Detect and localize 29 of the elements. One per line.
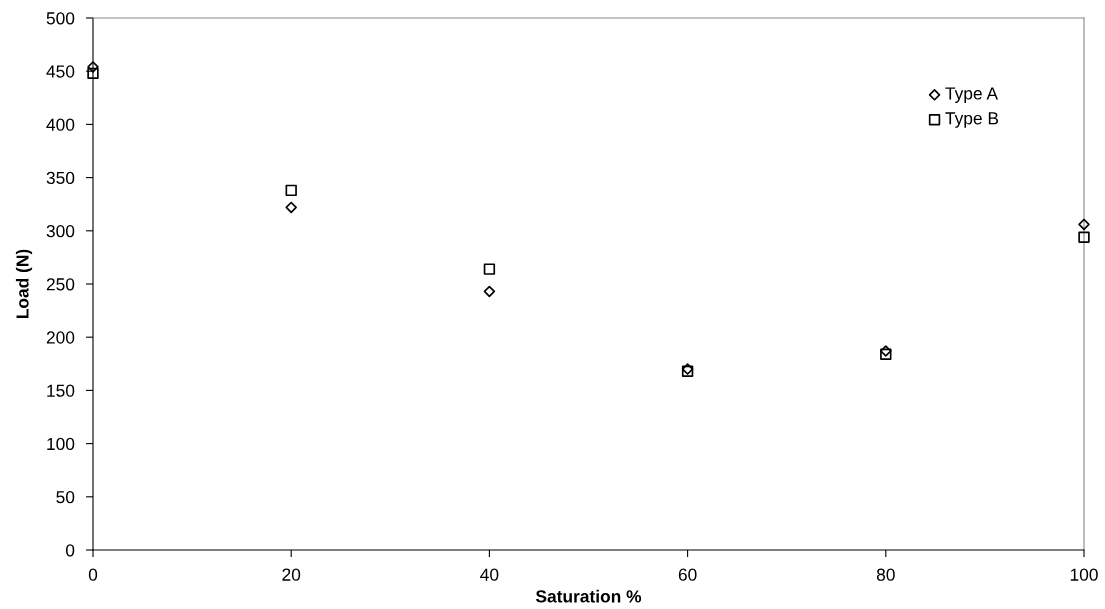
y-tick-label: 250 [46,278,75,291]
y-tick-label: 300 [46,224,75,238]
x-axis-title: Saturation % [535,589,642,603]
y-tick-label: 200 [46,331,75,344]
y-tick-label: 50 [56,490,75,504]
y-axis-title: Load (N) [15,249,33,319]
x-tick-label: 40 [480,568,499,581]
y-tick-label: 0 [65,544,75,557]
y-tick-label: 350 [46,171,75,185]
point [87,67,99,80]
point [483,263,496,275]
y-tick-label: 450 [46,65,75,78]
x-tick-label: 0 [88,568,98,581]
y-tick-label: 500 [46,12,75,25]
y-tick-label: 100 [47,437,75,451]
y-tick-label: 150 [47,384,75,397]
legend-label: Type A [945,87,999,104]
y-tick-label: 400 [46,118,75,131]
point [285,201,297,214]
point [87,61,99,73]
x-tick-label: 60 [678,568,697,581]
point [1078,218,1090,231]
point [1078,231,1090,243]
x-tick-label: 20 [282,568,301,581]
x-tick-label: 80 [876,568,895,581]
point [285,184,297,197]
legend-label: Type B [945,112,999,128]
point [483,285,496,298]
x-tick-label: 100 [1070,568,1098,581]
